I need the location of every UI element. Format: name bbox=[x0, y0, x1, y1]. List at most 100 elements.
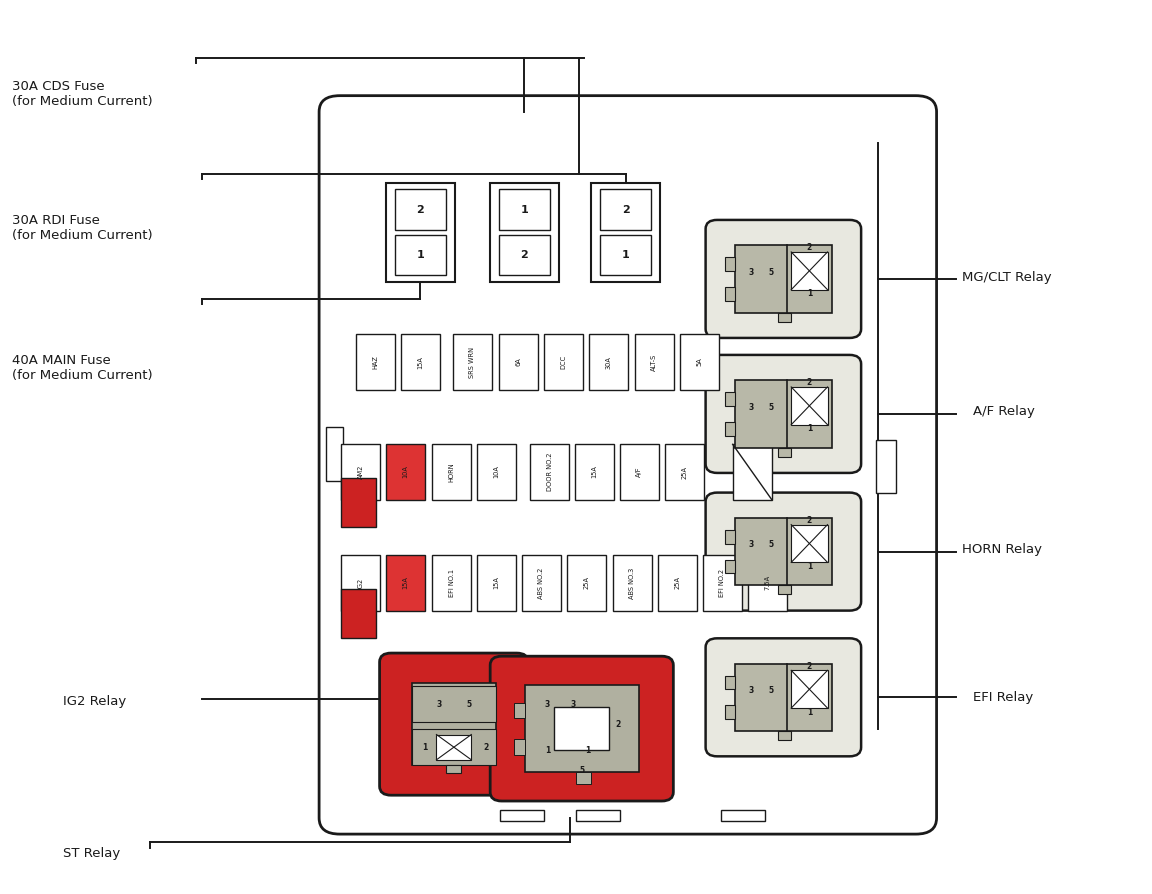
Bar bbox=[735, 380, 832, 448]
Bar bbox=[726, 530, 735, 544]
Bar bbox=[386, 183, 455, 282]
Bar bbox=[876, 440, 896, 493]
FancyBboxPatch shape bbox=[705, 220, 862, 338]
Bar bbox=[499, 235, 550, 275]
Text: 30A: 30A bbox=[605, 356, 612, 368]
Text: 1: 1 bbox=[417, 250, 424, 260]
Text: 2: 2 bbox=[806, 243, 812, 252]
Text: 40A MAIN Fuse
(for Medium Current): 40A MAIN Fuse (for Medium Current) bbox=[12, 354, 152, 383]
Bar bbox=[665, 444, 704, 500]
Bar bbox=[386, 555, 425, 611]
Text: 1: 1 bbox=[585, 746, 590, 755]
Bar bbox=[735, 245, 832, 313]
FancyBboxPatch shape bbox=[705, 638, 862, 756]
Bar bbox=[453, 334, 492, 390]
Text: 15A: 15A bbox=[591, 466, 598, 478]
Bar bbox=[680, 334, 719, 390]
Bar bbox=[356, 334, 395, 390]
Text: EFI Relay: EFI Relay bbox=[973, 691, 1033, 704]
Text: HORN: HORN bbox=[448, 462, 455, 482]
Bar bbox=[591, 183, 660, 282]
Bar bbox=[726, 422, 735, 435]
Bar bbox=[779, 313, 790, 322]
Text: 1: 1 bbox=[521, 205, 528, 215]
Text: DCC: DCC bbox=[560, 355, 567, 369]
Bar bbox=[432, 555, 471, 611]
Text: 3: 3 bbox=[570, 700, 575, 709]
Text: IG2 Relay: IG2 Relay bbox=[63, 696, 127, 708]
Text: 2: 2 bbox=[622, 205, 629, 215]
Bar bbox=[341, 478, 376, 527]
Bar bbox=[499, 190, 550, 230]
Text: AM2: AM2 bbox=[357, 465, 364, 479]
Bar bbox=[401, 334, 440, 390]
Text: 1: 1 bbox=[422, 743, 427, 752]
Text: 3: 3 bbox=[749, 267, 755, 276]
Text: HAZ: HAZ bbox=[372, 355, 379, 369]
Text: 1: 1 bbox=[806, 425, 812, 434]
Bar bbox=[530, 444, 569, 500]
Bar bbox=[432, 444, 471, 500]
Text: 5: 5 bbox=[579, 765, 584, 774]
Bar bbox=[490, 183, 559, 282]
Text: 25A: 25A bbox=[583, 577, 590, 589]
Text: ALT-S: ALT-S bbox=[651, 353, 658, 371]
Text: 15A: 15A bbox=[493, 577, 500, 589]
Text: 3: 3 bbox=[545, 700, 551, 709]
Text: IG2: IG2 bbox=[357, 578, 364, 588]
Bar bbox=[658, 555, 697, 611]
Bar bbox=[544, 334, 583, 390]
Text: 1: 1 bbox=[806, 290, 812, 299]
Bar bbox=[500, 810, 544, 821]
Bar bbox=[735, 518, 832, 586]
Bar bbox=[522, 555, 561, 611]
Bar bbox=[726, 560, 735, 573]
Text: 5: 5 bbox=[768, 686, 773, 695]
Bar bbox=[726, 392, 735, 406]
Text: A/F Relay: A/F Relay bbox=[973, 405, 1036, 417]
Text: 2: 2 bbox=[417, 205, 424, 215]
Bar bbox=[635, 334, 674, 390]
Text: 5: 5 bbox=[768, 402, 773, 411]
Bar bbox=[613, 555, 652, 611]
FancyBboxPatch shape bbox=[491, 656, 673, 801]
Text: 15A: 15A bbox=[402, 577, 409, 589]
Bar bbox=[779, 448, 790, 457]
Text: 5: 5 bbox=[768, 540, 773, 549]
Text: 1: 1 bbox=[806, 562, 812, 571]
Text: 1: 1 bbox=[545, 746, 551, 755]
FancyBboxPatch shape bbox=[379, 653, 528, 796]
Text: 2: 2 bbox=[806, 662, 812, 670]
Bar bbox=[326, 427, 343, 481]
Bar bbox=[721, 810, 765, 821]
Text: 5: 5 bbox=[768, 267, 773, 276]
Text: DOOR NO.2: DOOR NO.2 bbox=[546, 452, 553, 492]
Text: 2: 2 bbox=[806, 378, 812, 387]
Text: 3: 3 bbox=[437, 700, 441, 709]
Bar bbox=[576, 772, 591, 784]
Text: ABS NO.2: ABS NO.2 bbox=[538, 567, 545, 599]
Text: 5: 5 bbox=[467, 700, 471, 709]
Bar bbox=[554, 707, 609, 750]
Bar bbox=[412, 683, 495, 765]
Bar bbox=[791, 670, 827, 708]
FancyBboxPatch shape bbox=[319, 96, 937, 834]
Bar bbox=[791, 252, 827, 290]
Text: 7.5A: 7.5A bbox=[764, 576, 771, 590]
Text: 30A RDI Fuse
(for Medium Current): 30A RDI Fuse (for Medium Current) bbox=[12, 214, 152, 242]
Bar bbox=[341, 589, 376, 638]
Bar bbox=[703, 555, 742, 611]
Text: 3: 3 bbox=[749, 540, 755, 549]
Bar bbox=[341, 444, 380, 500]
Text: ABS NO.3: ABS NO.3 bbox=[629, 568, 636, 598]
Bar bbox=[726, 257, 735, 271]
Bar bbox=[779, 731, 790, 740]
Bar bbox=[477, 444, 516, 500]
Bar bbox=[791, 525, 827, 562]
Bar bbox=[726, 705, 735, 719]
Text: 2: 2 bbox=[521, 250, 528, 260]
Bar bbox=[446, 765, 462, 773]
Bar bbox=[341, 555, 380, 611]
Text: 25A: 25A bbox=[674, 577, 681, 589]
Bar bbox=[779, 586, 790, 595]
